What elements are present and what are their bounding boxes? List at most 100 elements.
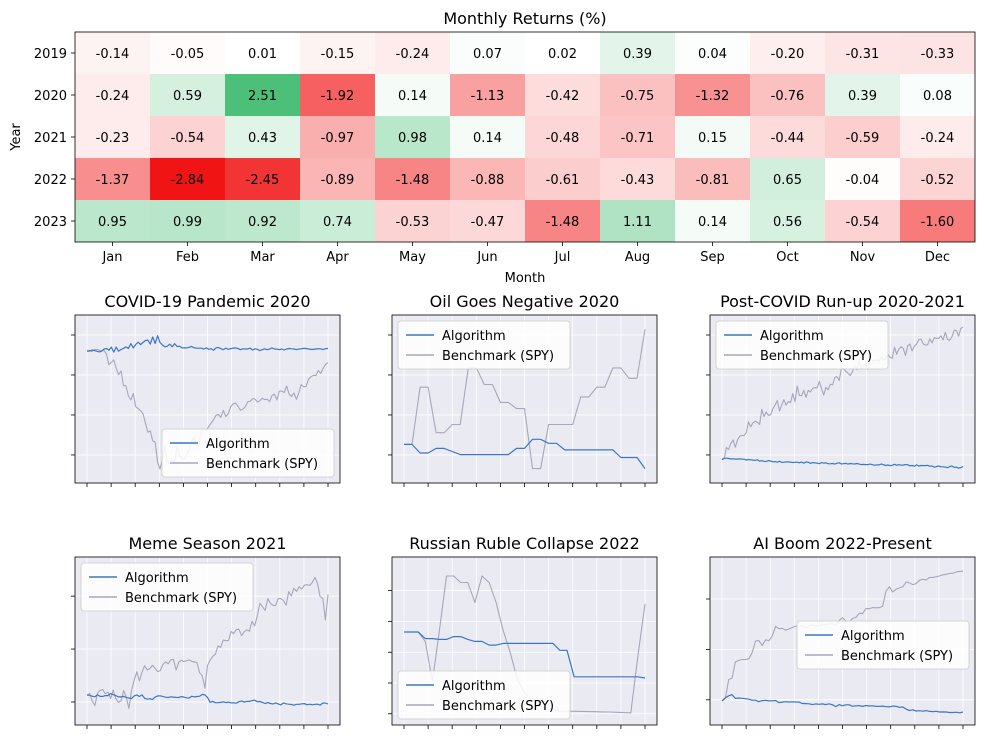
- panel-5: Russian Ruble Collapse 2022 Algorithm Benc…: [388, 534, 658, 729]
- heatmap-cell-label: -0.23: [96, 131, 130, 146]
- heatmap-cell: [675, 74, 750, 116]
- heatmap-cell: [900, 74, 975, 116]
- y-tick-label: 2023: [34, 215, 67, 230]
- legend: Algorithm Benchmark (SPY): [715, 320, 889, 370]
- heatmap-cell: [150, 158, 225, 200]
- benchmark-line: [87, 348, 329, 470]
- heatmap-cell-label: -0.88: [471, 173, 505, 188]
- heatmap-cell-label: 0.14: [398, 89, 427, 104]
- y-tick-label: 2022: [34, 173, 67, 188]
- heatmap-cell-label: -0.15: [321, 47, 355, 62]
- heatmap-cell: [825, 74, 900, 116]
- heatmap-cell: [225, 116, 300, 158]
- heatmap-cell: [375, 200, 450, 242]
- panel-title: COVID-19 Pandemic 2020: [104, 292, 310, 311]
- heatmap-cell-label: 0.39: [848, 89, 877, 104]
- crisis-panels: COVID-19 Pandemic 2020 Algorithm Benchmark…: [71, 292, 976, 729]
- heatmap-cell-label: -0.24: [396, 47, 430, 62]
- heatmap-cell: [825, 32, 900, 74]
- legend-box: [161, 428, 335, 478]
- panel-title: Russian Ruble Collapse 2022: [409, 534, 640, 553]
- heatmap-xlabel: Month: [505, 271, 546, 286]
- x-tick-label: May: [399, 250, 426, 265]
- heatmap-cell: [525, 32, 600, 74]
- heatmap-cell: [900, 158, 975, 200]
- heatmap-cell: [450, 74, 525, 116]
- heatmap-cell-label: -0.20: [771, 47, 805, 62]
- algorithm-line: [404, 631, 646, 679]
- gridlines: [710, 315, 975, 483]
- x-tick-label: Dec: [925, 250, 950, 265]
- heatmap-cell-label: -0.24: [921, 131, 955, 146]
- panel-title: Meme Season 2021: [128, 534, 286, 553]
- x-tick-label: Mar: [250, 250, 275, 265]
- heatmap-cell: [450, 200, 525, 242]
- legend-box: [715, 320, 889, 370]
- heatmap-cell: [300, 32, 375, 74]
- heatmap-cell-label: -0.14: [96, 47, 130, 62]
- heatmap-cell: [675, 158, 750, 200]
- heatmap-cell-label: -1.32: [696, 89, 730, 104]
- heatmap-cell: [600, 200, 675, 242]
- algorithm-line: [721, 457, 964, 469]
- panel-6: AI Boom 2022-Present Algorithm Benchmark (…: [706, 534, 976, 729]
- heatmap-cell: [375, 32, 450, 74]
- legend-label: Algorithm: [442, 679, 506, 694]
- algorithm-line: [87, 335, 329, 353]
- heatmap-cell: [375, 74, 450, 116]
- panel-frame: [709, 556, 976, 726]
- heatmap-cell-label: -2.84: [171, 173, 205, 188]
- algorithm-line: [87, 692, 329, 706]
- heatmap-cell-label: -0.47: [471, 215, 505, 230]
- legend-label: Algorithm: [125, 571, 189, 586]
- heatmap-cell: [225, 32, 300, 74]
- heatmap-cell-label: 0.04: [698, 47, 727, 62]
- panel-1: COVID-19 Pandemic 2020 Algorithm Benchmark…: [71, 292, 341, 487]
- heatmap-cell-label: 0.56: [773, 215, 802, 230]
- heatmap-cell: [675, 200, 750, 242]
- heatmap-cell: [225, 158, 300, 200]
- x-tick-label: Oct: [776, 250, 798, 265]
- heatmap-cell: [750, 32, 825, 74]
- panel-frame: [391, 314, 658, 484]
- heatmap-cell-label: -2.45: [246, 173, 280, 188]
- panel-title: AI Boom 2022-Present: [753, 534, 932, 553]
- heatmap-cell-label: 0.15: [698, 131, 727, 146]
- heatmap-cell: [300, 116, 375, 158]
- panel-frame: [709, 314, 976, 484]
- heatmap-cell: [450, 158, 525, 200]
- heatmap-cell-label: -0.54: [846, 215, 880, 230]
- legend-box: [80, 562, 254, 612]
- heatmap-cell-label: 0.74: [323, 215, 352, 230]
- heatmap-cell-label: -0.33: [921, 47, 955, 62]
- heatmap-cell: [525, 158, 600, 200]
- heatmap-axes: Jan Feb Mar Apr May Jun Jul Aug Sep Oct Nov Dec 2019…: [34, 31, 976, 265]
- heatmap-cell: [300, 158, 375, 200]
- panel-3: Post-COVID Run-up 2020-2021 Algorithm Benc…: [706, 292, 976, 487]
- heatmap-cell-label: -0.89: [321, 173, 355, 188]
- heatmap-cell: [750, 158, 825, 200]
- y-tick-label: 2019: [34, 47, 67, 62]
- heatmap-cell-label: -0.76: [771, 89, 805, 104]
- legend-box: [796, 620, 970, 670]
- x-tick-label: Feb: [176, 250, 199, 265]
- heatmap-cell: [900, 200, 975, 242]
- heatmap-cell-label: 1.11: [623, 215, 652, 230]
- heatmap-cell-label: 0.98: [398, 131, 427, 146]
- heatmap-cell: [150, 32, 225, 74]
- heatmap-cell: [600, 158, 675, 200]
- heatmap-cell-label: 2.51: [248, 89, 277, 104]
- heatmap-cell-label: -0.52: [921, 173, 955, 188]
- legend-label: Benchmark (SPY): [125, 591, 237, 606]
- heatmap-cell-label: 0.02: [548, 47, 577, 62]
- x-tick-label: Nov: [850, 250, 876, 265]
- legend-box: [397, 320, 571, 370]
- heatmap-cell: [750, 200, 825, 242]
- benchmark-line: [721, 570, 963, 702]
- heatmap-cell-label: -0.31: [846, 47, 880, 62]
- heatmap-cell: [825, 200, 900, 242]
- legend-label: Benchmark (SPY): [442, 349, 554, 364]
- panel-4: Meme Season 2021 Algorithm Benchmark (SPY): [71, 534, 341, 729]
- heatmap-cell-label: -1.60: [921, 215, 955, 230]
- benchmark-line: [404, 329, 646, 470]
